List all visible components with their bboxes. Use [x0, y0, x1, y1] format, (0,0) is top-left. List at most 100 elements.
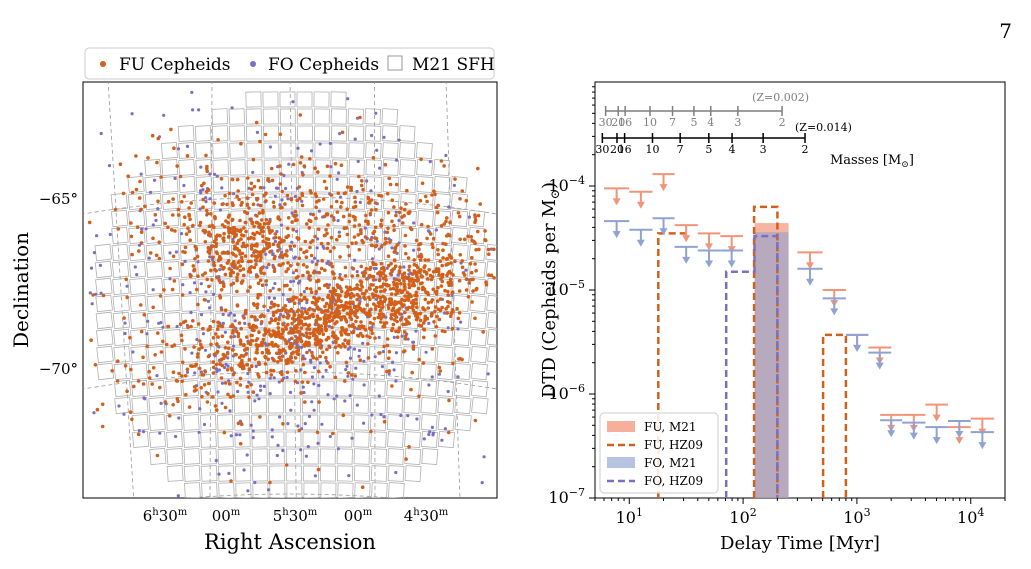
fu-cepheid-point: [441, 248, 445, 252]
fo-cepheid-point: [246, 489, 250, 493]
fu-cepheid-point: [233, 263, 237, 267]
z002-scale-mass-label: 7: [669, 116, 676, 129]
ra-tick-6h00m: 00m: [212, 507, 241, 525]
fu-cepheid-point: [331, 431, 335, 436]
sfh-region-box: [402, 346, 420, 363]
fo-cepheid-point: [378, 166, 382, 170]
fu-cepheid-point: [388, 240, 392, 244]
fu-cepheid-point: [351, 330, 356, 335]
fo-cepheid-point: [284, 186, 288, 191]
fu-cepheid-point: [417, 357, 422, 362]
fu-cepheid-point: [242, 233, 246, 238]
fo-cepheid-point: [422, 437, 426, 441]
sfh-region-box: [364, 108, 382, 125]
sfh-region-box: [144, 175, 162, 194]
fu-cepheid-point: [445, 234, 449, 238]
fu-cepheid-point: [280, 378, 285, 383]
fu-cepheid-point: [395, 335, 400, 340]
fo-cepheid-point: [288, 390, 293, 394]
fo-cepheid-point: [199, 313, 204, 317]
fu-cepheid-point: [199, 386, 203, 390]
fo-cepheid-point: [392, 368, 396, 372]
fu-cepheid-point: [373, 336, 377, 340]
fu-cepheid-point: [368, 313, 372, 318]
fo-cepheid-point: [193, 371, 197, 375]
sfh-region-box: [469, 311, 488, 330]
fu-cepheid-point: [410, 272, 415, 276]
fo-cepheid-point: [318, 142, 322, 146]
sfh-region-box: [416, 159, 434, 177]
fo-cepheid-point: [278, 415, 282, 419]
fo-cepheid-point: [352, 347, 357, 351]
fo-cepheid-point: [310, 400, 314, 404]
fu-cepheid-point: [320, 310, 324, 314]
fu-cepheid-point: [236, 334, 241, 339]
fu-cepheid-point: [212, 263, 217, 268]
fo-cepheid-point: [338, 272, 342, 277]
sfh-region-box: [297, 125, 314, 142]
fu-cepheid-point: [169, 127, 173, 132]
fu-cepheid-point: [210, 278, 214, 282]
fu-cepheid-point: [421, 306, 425, 310]
fu-cepheid-point: [335, 336, 340, 341]
fu-upper-limit: [652, 173, 675, 192]
fu-cepheid-point: [192, 268, 196, 273]
fo-cepheid-point: [290, 240, 294, 244]
fu-cepheid-point: [206, 391, 210, 396]
fu-cepheid-point: [359, 228, 363, 232]
fu-cepheid-point: [367, 295, 371, 300]
fo-cepheid-point: [365, 179, 369, 183]
fu-cepheid-point: [280, 354, 285, 359]
fu-cepheid-point: [238, 218, 242, 223]
fu-cepheid-point: [182, 222, 186, 227]
fu-cepheid-point: [247, 322, 251, 327]
fu-cepheid-point: [387, 349, 392, 354]
fu-cepheid-point: [176, 213, 181, 217]
fu-cepheid-point: [188, 274, 193, 279]
fo-cepheid-point: [312, 366, 316, 370]
sfh-region-box: [330, 125, 348, 142]
fu-cepheid-point: [171, 370, 176, 375]
fu-cepheid-point: [341, 413, 346, 418]
sfh-region-box: [417, 210, 435, 228]
sfh-region-box: [165, 379, 183, 397]
fo-cepheid-point: [428, 430, 432, 434]
fu-cepheid-point: [326, 361, 330, 365]
fo-cepheid-point: [447, 205, 451, 209]
fu-cepheid-point: [180, 379, 184, 384]
sfh-region-box: [148, 396, 166, 414]
fu-cepheid-point: [209, 268, 213, 273]
fo-cepheid-point: [125, 284, 129, 288]
fu-cepheid-point: [348, 312, 353, 316]
fo-cepheid-point: [265, 265, 269, 270]
fu-cepheid-point: [335, 210, 340, 214]
fo-cepheid-point: [308, 348, 312, 352]
fu-cepheid-point: [285, 249, 289, 253]
fo-cepheid-point: [273, 239, 277, 243]
fu-cepheid-point: [489, 273, 494, 278]
fu-cepheid-point: [478, 202, 483, 206]
sfh-region-box: [166, 431, 183, 448]
fu-cepheid-point: [427, 268, 432, 272]
sfh-region-box: [334, 346, 352, 363]
fo-cepheid-point: [271, 252, 275, 257]
fu-cepheid-point: [457, 214, 462, 219]
fu-cepheid-point: [447, 233, 452, 238]
fu-cepheid-point: [306, 380, 310, 385]
fu-cepheid-point: [255, 249, 259, 254]
fu-cepheid-point: [243, 210, 247, 214]
fo-cepheid-point: [176, 494, 180, 498]
fu-cepheid-point: [219, 288, 224, 292]
dec-grid-line: [184, 493, 396, 498]
fu-cepheid-point: [308, 314, 312, 318]
fu-cepheid-point: [352, 325, 357, 330]
fu-cepheid-point: [387, 283, 391, 288]
fo-cepheid-point: [296, 424, 300, 428]
sfh-region-box: [419, 363, 437, 381]
fu-cepheid-point: [436, 285, 440, 290]
fu-cepheid-point: [308, 245, 312, 250]
fu-cepheid-point: [492, 247, 496, 252]
fu-cepheid-point: [276, 326, 281, 330]
fo-cepheid-point: [400, 334, 404, 338]
